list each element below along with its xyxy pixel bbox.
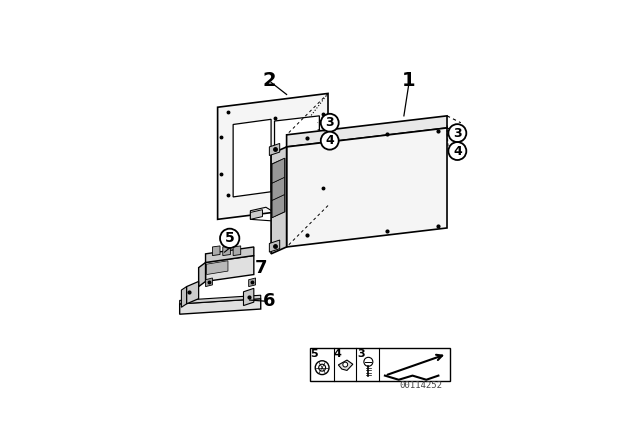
Polygon shape — [287, 116, 447, 147]
Polygon shape — [272, 177, 285, 200]
Polygon shape — [207, 261, 228, 275]
Polygon shape — [181, 287, 187, 307]
Polygon shape — [272, 158, 285, 183]
Polygon shape — [271, 147, 287, 254]
Circle shape — [321, 114, 339, 132]
Text: 6: 6 — [263, 292, 276, 310]
Polygon shape — [272, 194, 285, 218]
Polygon shape — [269, 240, 280, 252]
Polygon shape — [287, 128, 447, 247]
Text: 3: 3 — [453, 127, 461, 140]
Circle shape — [343, 362, 348, 367]
Polygon shape — [212, 246, 220, 255]
Polygon shape — [198, 263, 205, 287]
Circle shape — [449, 124, 467, 142]
Polygon shape — [223, 246, 230, 255]
Polygon shape — [205, 255, 254, 281]
FancyBboxPatch shape — [310, 348, 450, 381]
Text: 2: 2 — [262, 71, 276, 90]
Text: 7: 7 — [255, 258, 267, 276]
Polygon shape — [243, 289, 254, 306]
Text: 4: 4 — [333, 349, 341, 359]
Polygon shape — [205, 247, 254, 263]
Polygon shape — [339, 360, 353, 370]
Polygon shape — [269, 143, 280, 155]
Polygon shape — [250, 210, 262, 220]
Circle shape — [220, 228, 239, 248]
Text: 00114252: 00114252 — [399, 381, 442, 390]
Polygon shape — [187, 281, 198, 304]
Polygon shape — [180, 295, 260, 304]
Polygon shape — [272, 158, 285, 218]
Polygon shape — [180, 299, 260, 314]
Text: 4: 4 — [453, 145, 461, 158]
Polygon shape — [233, 246, 241, 255]
Text: 3: 3 — [357, 349, 365, 359]
Circle shape — [321, 132, 339, 150]
Text: 5: 5 — [225, 231, 235, 246]
Text: 4: 4 — [325, 134, 334, 147]
Polygon shape — [218, 94, 328, 220]
Polygon shape — [205, 278, 212, 287]
Polygon shape — [233, 119, 271, 197]
Circle shape — [449, 142, 467, 160]
Polygon shape — [249, 278, 255, 287]
Text: 5: 5 — [310, 349, 317, 359]
Text: 3: 3 — [325, 116, 334, 129]
Polygon shape — [275, 116, 319, 195]
Text: 1: 1 — [403, 71, 416, 90]
